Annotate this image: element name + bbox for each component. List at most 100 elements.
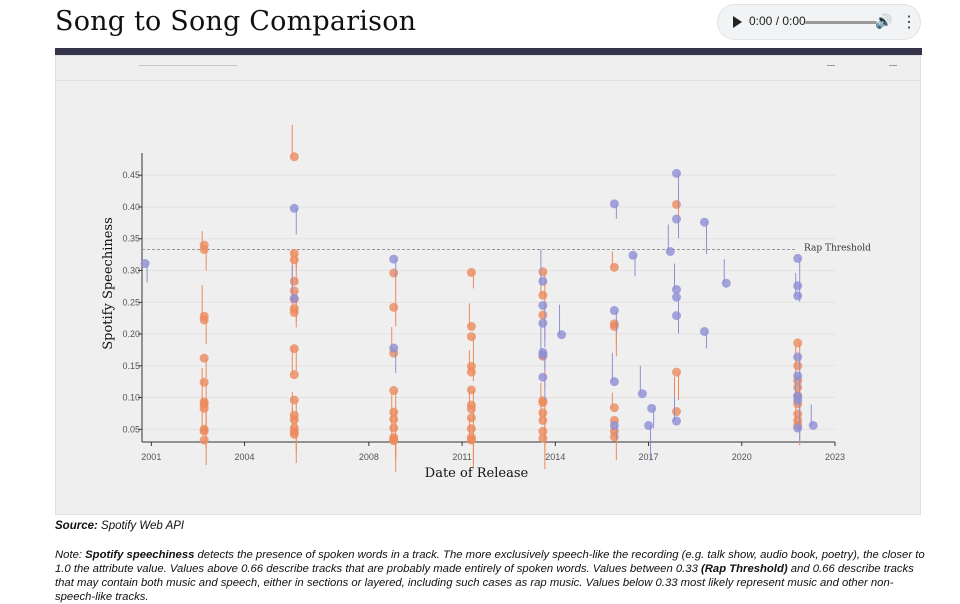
data-point [609, 377, 619, 387]
data-point [609, 403, 619, 413]
x-tick-label: 2011 [452, 452, 471, 462]
series-blue [140, 168, 818, 461]
data-point [389, 414, 399, 424]
data-point [672, 416, 682, 426]
data-point [808, 420, 818, 430]
data-point [721, 278, 731, 288]
more-options-icon[interactable]: ⋮ [901, 14, 917, 31]
data-point [199, 315, 209, 325]
y-axis-label: Spotify Speechiness [101, 217, 116, 350]
chart-panel: 0.05 0.10 0.15 0.20 0.25 0.30 0.35 0.40 0.45 2001… [55, 55, 921, 515]
data-point [389, 302, 399, 312]
data-point [672, 214, 682, 224]
data-point [793, 423, 803, 433]
data-point [609, 420, 619, 430]
volume-icon[interactable]: 🔊 [875, 13, 893, 29]
data-point [538, 318, 548, 328]
y-tick-label: 0.25 [122, 297, 140, 307]
data-point [389, 436, 399, 446]
data-point [389, 343, 399, 353]
y-tick-label: 0.05 [122, 424, 140, 434]
note-threshold-term: (Rap Threshold) [701, 563, 788, 575]
data-point [672, 168, 682, 178]
data-point [289, 395, 299, 405]
y-tick-label: 0.10 [122, 393, 140, 403]
note-body-1: detects the presence of spoken words in … [55, 549, 925, 575]
data-point [672, 199, 682, 209]
data-point [609, 432, 619, 442]
data-point [199, 426, 209, 436]
data-point [699, 326, 709, 336]
x-tick-label: 2004 [235, 452, 255, 462]
data-point [466, 267, 476, 277]
y-tick-label: 0.45 [122, 170, 140, 180]
data-point [538, 310, 548, 320]
data-point [466, 321, 476, 331]
data-point [609, 262, 619, 272]
rap-threshold-label: Rap Threshold [804, 244, 871, 254]
data-point [389, 268, 399, 278]
note-term: Spotify speechiness [85, 549, 195, 561]
data-point [289, 276, 299, 286]
data-point [699, 217, 709, 227]
y-tick-label: 0.15 [122, 361, 140, 371]
data-point [538, 300, 548, 310]
data-point [466, 435, 476, 445]
data-point [289, 429, 299, 439]
note-prefix: Note: [55, 549, 86, 561]
data-point [538, 290, 548, 300]
data-point [793, 253, 803, 263]
data-point [538, 433, 548, 443]
data-point [289, 415, 299, 425]
y-tick-label: 0.20 [122, 329, 140, 339]
data-point [609, 306, 619, 316]
x-tick-label: 2008 [359, 452, 379, 462]
data-point [289, 307, 299, 317]
data-point [672, 407, 682, 417]
data-point [140, 259, 150, 269]
x-tick-label: 2020 [732, 452, 752, 462]
audio-progress-slider[interactable] [805, 21, 877, 24]
data-point [289, 255, 299, 265]
data-point [538, 276, 548, 286]
audio-time: 0:00 / 0:00 [749, 14, 806, 28]
x-tick-label: 2001 [141, 452, 161, 462]
data-point [199, 435, 209, 445]
header-divider [55, 48, 922, 55]
data-point [466, 404, 476, 414]
data-point [466, 385, 476, 395]
play-icon[interactable] [733, 16, 742, 28]
data-point [637, 389, 647, 399]
data-point [557, 330, 567, 340]
y-tick-label: 0.30 [122, 266, 140, 276]
data-point [628, 250, 638, 260]
data-point [672, 367, 682, 377]
note-paragraph: Note: Spotify speechiness detects the pr… [55, 548, 925, 604]
data-point [289, 293, 299, 303]
data-point [793, 382, 803, 392]
data-point [647, 403, 657, 413]
data-point [466, 367, 476, 377]
data-point [793, 352, 803, 362]
x-tick-label: 2023 [825, 452, 845, 462]
audio-player[interactable]: 0:00 / 0:00 🔊 ⋮ [717, 4, 921, 40]
source-line: Source: Spotify Web API [55, 520, 184, 532]
page-title: Song to Song Comparison [55, 6, 417, 37]
x-tick-label: 2014 [545, 452, 565, 462]
gridlines [142, 174, 835, 430]
y-tick-label: 0.35 [122, 234, 140, 244]
data-point [466, 424, 476, 434]
data-point [538, 398, 548, 408]
x-axis-label: Date of Release [425, 466, 529, 481]
data-point [609, 199, 619, 209]
data-point [793, 361, 803, 371]
data-point [538, 267, 548, 277]
data-point [289, 344, 299, 354]
data-point [289, 370, 299, 380]
data-point [672, 285, 682, 295]
data-point [289, 203, 299, 213]
data-point [793, 291, 803, 301]
data-point [538, 372, 548, 382]
data-point [199, 353, 209, 363]
data-point [538, 426, 548, 436]
